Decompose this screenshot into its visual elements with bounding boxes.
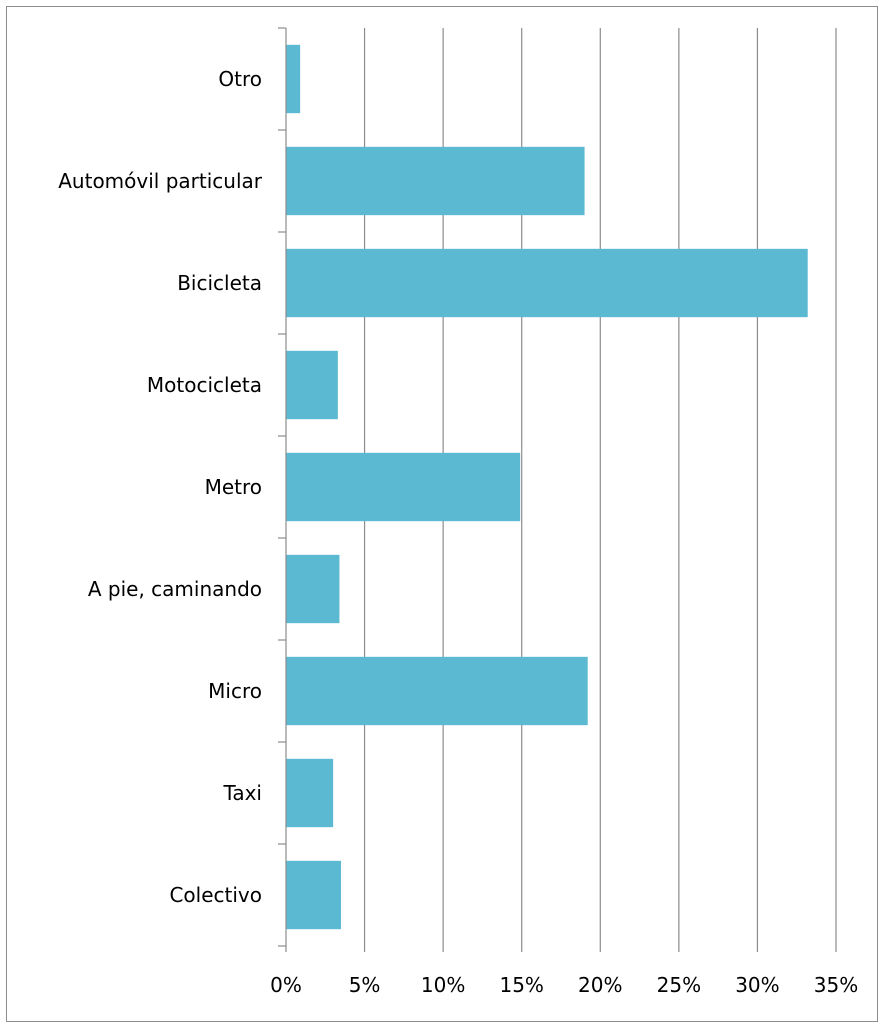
x-tick-label: 35% (814, 973, 858, 997)
bars (286, 44, 808, 930)
x-tick-label: 0% (270, 973, 302, 997)
bar (286, 860, 341, 930)
category-label: Otro (218, 67, 262, 91)
bar (286, 554, 340, 624)
x-tick-label: 15% (499, 973, 543, 997)
bar (286, 758, 334, 828)
bar (286, 656, 588, 726)
category-label: Metro (205, 475, 262, 499)
category-label: Taxi (222, 781, 262, 805)
x-tick-label: 25% (657, 973, 701, 997)
category-label: A pie, caminando (88, 577, 262, 601)
bar (286, 350, 338, 420)
category-label: Micro (208, 679, 262, 703)
category-label: Bicicleta (177, 271, 262, 295)
bar (286, 452, 521, 522)
bar (286, 248, 808, 318)
bar (286, 146, 585, 216)
value-axis-labels: 0% 5% 10% 15% 20% 25% 30% 35% (270, 973, 858, 997)
category-label: Colectivo (169, 883, 262, 907)
category-label: Motocicleta (147, 373, 262, 397)
x-tick-label: 5% (349, 973, 381, 997)
category-labels: Colectivo Taxi Micro A pie, caminando Metro M… (58, 67, 263, 907)
category-axis (278, 27, 287, 952)
x-tick-label: 10% (421, 973, 465, 997)
x-tick-label: 30% (735, 973, 779, 997)
x-tick-label: 20% (578, 973, 622, 997)
bar (286, 44, 301, 114)
category-label: Automóvil particular (58, 169, 263, 193)
